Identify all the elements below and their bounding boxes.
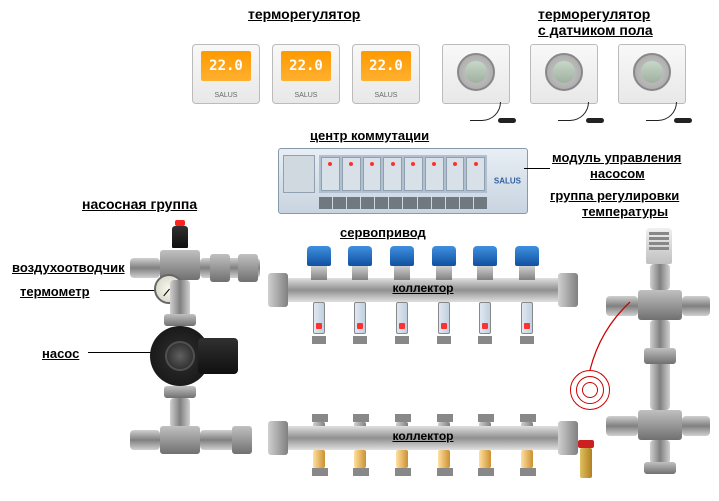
label-thermostat: терморегулятор [248,6,360,22]
thermostat-brand: SALUS [273,92,339,99]
thermostatic-head [646,228,672,264]
actuator [473,246,497,270]
wiring-slot [425,157,444,191]
flange [164,386,196,398]
sensor-tip-1 [498,118,516,123]
wiring-panel [319,155,487,193]
pipe [650,264,670,290]
wiring-slot [383,157,402,191]
flowmeter [312,302,326,326]
sensor-tip-3 [674,118,692,123]
fitting [644,462,676,474]
label-temp-group-2: температуры [582,204,668,219]
manifold-outlet [395,450,409,474]
pipe [682,296,710,316]
thermostat-dial-2 [530,44,598,104]
pump-group [140,230,270,470]
pipe [130,258,160,278]
label-pump-module-1: модуль управления [552,150,681,165]
thermostat-digital-2: 22.0 SALUS [272,44,340,104]
wiring-centre: SALUS [278,148,528,214]
flowmeter [520,302,534,326]
wiring-slot [446,157,465,191]
label-actuator: сервопривод [340,225,426,240]
label-pump-group: насосная группа [82,196,197,212]
label-temp-group-1: группа регулировки [550,188,679,203]
fitting [232,426,252,454]
wiring-slot [342,157,361,191]
flowmeter [395,302,409,326]
pump-terminal-box [198,338,238,374]
pipe [682,416,710,436]
dial-icon [633,53,671,91]
fitting [210,254,230,282]
dial-icon [457,53,495,91]
flowmeter [437,302,451,326]
pipe [650,320,670,410]
manifold-outlet [478,450,492,474]
tee-fitting [638,410,682,440]
label-thermostat-floor-1: терморегулятор [538,6,650,22]
thermostat-brand: SALUS [353,92,419,99]
manifold-flowmeters [298,278,548,302]
thermostat-dial-1 [442,44,510,104]
label-pump-module-2: насосом [590,166,645,181]
tee-fitting [160,426,200,454]
sensor-tip-2 [586,118,604,123]
pipe [606,416,638,436]
actuator [307,246,331,270]
manifold-outlets [298,426,548,450]
pipe [130,430,160,450]
fitting [238,254,258,282]
wiring-terminals [319,197,487,209]
leader-line [524,168,550,169]
thermostat-screen: 22.0 [361,51,411,81]
manifold-outlet [353,450,367,474]
manifold-outlet [312,450,326,474]
thermostat-brand: SALUS [193,92,259,99]
wiring-slot [466,157,485,191]
manifold-outlet [520,450,534,474]
sensor-wire-2 [558,102,589,121]
wiring-slot [321,157,340,191]
pipe [650,440,670,464]
mixing-group [620,238,700,468]
drain-valve [578,440,594,480]
air-vent [172,226,188,248]
flowmeter [353,302,367,326]
label-pump: насос [42,346,79,361]
manifold-return: коллектор [278,426,568,450]
thermostat-screen: 22.0 [201,51,251,81]
dial-icon [545,53,583,91]
fitting [644,348,676,364]
flange [164,314,196,326]
label-thermometer: термометр [20,284,90,299]
manifold-supply: коллектор [278,278,568,302]
actuator [515,246,539,270]
label-thermostat-floor-2: с датчиком пола [538,22,653,38]
label-air-vent: воздухоотводчик [12,260,125,275]
thermostat-screen: 22.0 [281,51,331,81]
label-wiring-centre: центр коммутации [310,128,429,143]
thermostat-digital-1: 22.0 SALUS [192,44,260,104]
flowmeter [478,302,492,326]
actuator [432,246,456,270]
capillary-coil [582,382,598,398]
thermostat-dial-3 [618,44,686,104]
wiring-slot [404,157,423,191]
actuator [390,246,414,270]
wiring-slot [363,157,382,191]
sensor-wire-3 [646,102,677,121]
manifold-outlet [437,450,451,474]
wiring-brand: SALUS [494,177,521,186]
thermostat-digital-3: 22.0 SALUS [352,44,420,104]
mixing-valve-body [638,290,682,320]
pipe [606,296,638,316]
sensor-wire-1 [470,102,501,121]
pipe [170,398,190,428]
wiring-left-block [283,155,315,193]
actuator [348,246,372,270]
